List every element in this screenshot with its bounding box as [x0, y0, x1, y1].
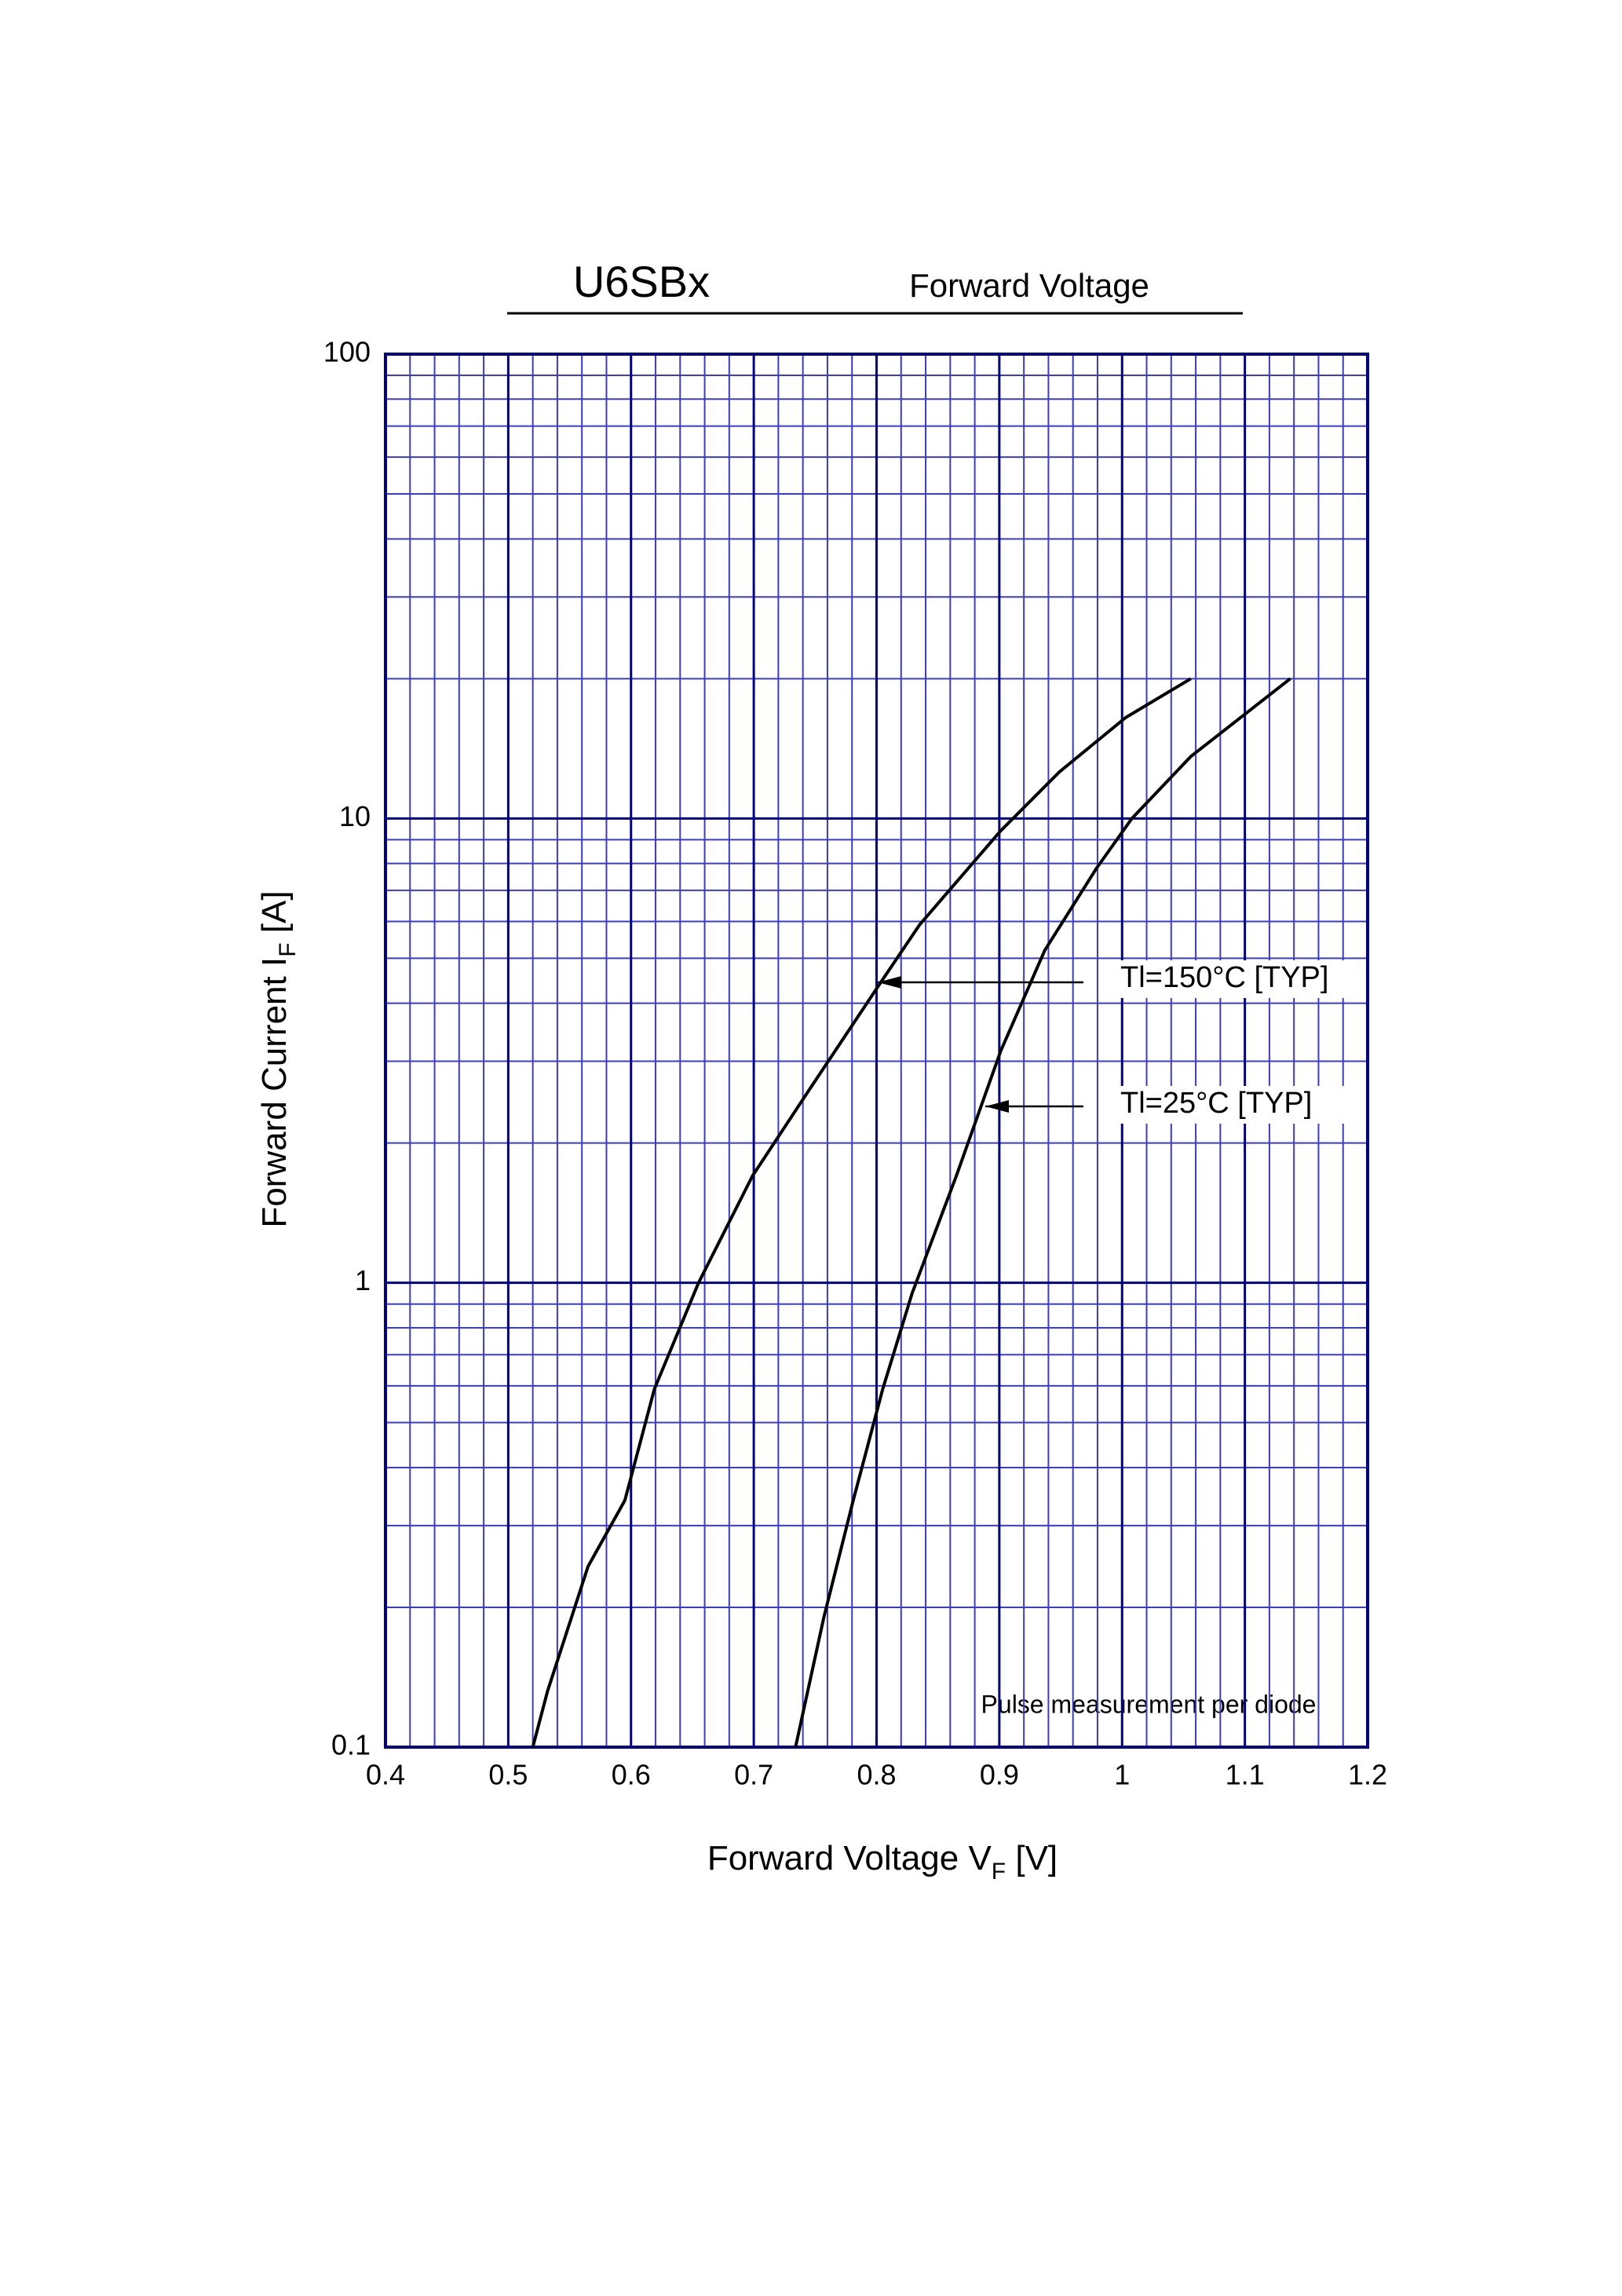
series-line [531, 677, 1192, 1748]
x-tick-label: 0.7 [734, 1759, 773, 1791]
annotation-bg [1117, 1086, 1361, 1124]
axis-label-part: [V] [1006, 1839, 1058, 1877]
x-tick-label: 0.8 [857, 1759, 896, 1791]
x-tick-label: 0.6 [612, 1759, 651, 1791]
x-axis-label: Forward Voltage VF [V] [707, 1839, 1058, 1885]
y-tick-label: 100 [323, 336, 371, 368]
y-tick-label: 10 [339, 800, 371, 832]
axis-label-part: Forward Current I [255, 957, 294, 1228]
chart-subtitle: Forward Voltage [909, 267, 1149, 304]
axis-label-part: Forward Voltage V [707, 1839, 992, 1877]
axis-label-part: [A] [255, 890, 294, 942]
legend-label: Tl=25°C [TYP] [1120, 1087, 1312, 1120]
y-axis-label: Forward Current IF [A] [255, 890, 301, 1227]
annotation-bg [1117, 960, 1361, 998]
x-tick-label: 1 [1114, 1759, 1130, 1791]
series-line [794, 677, 1291, 1748]
x-tick-label: 1.2 [1348, 1759, 1387, 1791]
plot-frame [384, 353, 1369, 1749]
y-tick-label: 1 [355, 1264, 371, 1296]
axis-label-subscript: F [275, 942, 301, 956]
x-tick-label: 0.9 [980, 1759, 1019, 1791]
axis-label-subscript: F [992, 1859, 1006, 1885]
x-tick-label: 0.5 [488, 1759, 528, 1791]
x-tick-label: 0.4 [366, 1759, 405, 1791]
x-tick-label: 1.1 [1226, 1759, 1265, 1791]
note: Pulse measurement per diode [981, 1690, 1317, 1718]
legend-label: Tl=150°C [TYP] [1120, 961, 1328, 994]
y-tick-label: 0.1 [331, 1729, 371, 1761]
chart-title: U6SBx [573, 257, 710, 306]
